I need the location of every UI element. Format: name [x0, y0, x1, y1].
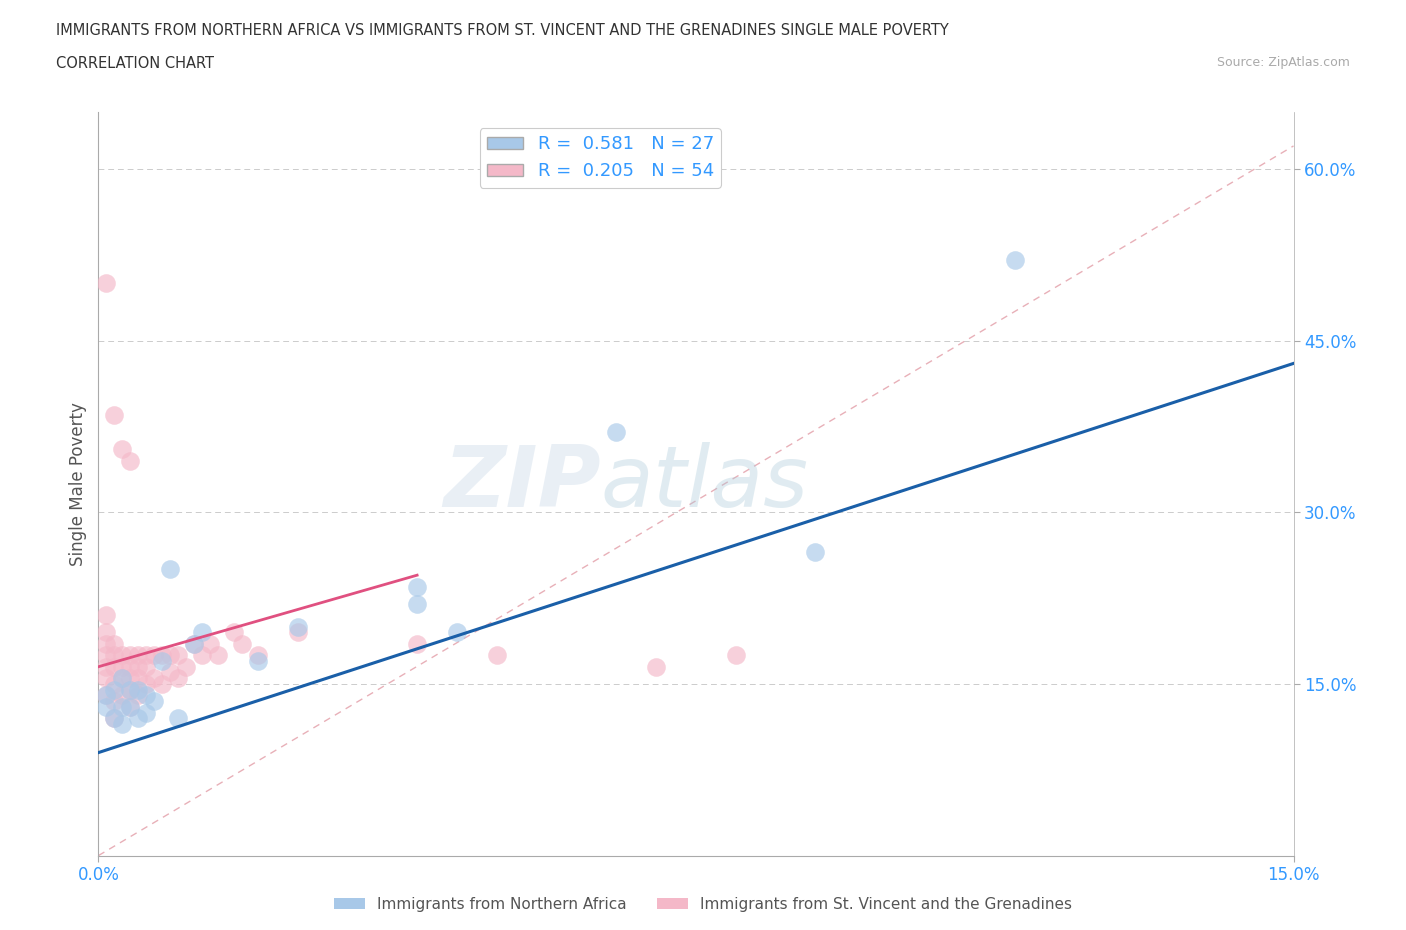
Point	[103, 636, 125, 651]
Point	[103, 407, 125, 422]
Text: atlas: atlas	[600, 442, 808, 525]
Point	[127, 683, 149, 698]
Point	[120, 453, 142, 468]
Text: Source: ZipAtlas.com: Source: ZipAtlas.com	[1216, 56, 1350, 69]
Point	[485, 648, 508, 663]
Point	[150, 648, 173, 663]
Point	[103, 676, 125, 691]
Point	[120, 659, 142, 674]
Point	[120, 683, 142, 698]
Point	[246, 654, 269, 669]
Point	[96, 276, 118, 291]
Point	[645, 659, 668, 674]
Point	[143, 671, 166, 685]
Point	[96, 648, 118, 663]
Point	[159, 648, 181, 663]
Point	[143, 648, 166, 663]
Point	[198, 636, 221, 651]
Point	[96, 625, 118, 640]
Point	[174, 659, 197, 674]
Point	[287, 625, 309, 640]
Point	[103, 683, 125, 698]
Point	[167, 711, 190, 725]
Point	[406, 596, 429, 611]
Legend: R =  0.581   N = 27, R =  0.205   N = 54: R = 0.581 N = 27, R = 0.205 N = 54	[479, 128, 721, 188]
Point	[135, 688, 157, 703]
Point	[406, 579, 429, 594]
Point	[1004, 253, 1026, 268]
Point	[120, 648, 142, 663]
Point	[150, 654, 173, 669]
Point	[127, 671, 149, 685]
Point	[120, 683, 142, 698]
Point	[96, 608, 118, 623]
Point	[183, 636, 205, 651]
Point	[135, 659, 157, 674]
Point	[111, 699, 134, 714]
Point	[127, 688, 149, 703]
Point	[135, 705, 157, 720]
Point	[191, 648, 214, 663]
Point	[127, 711, 149, 725]
Point	[111, 716, 134, 731]
Point	[120, 671, 142, 685]
Point	[135, 676, 157, 691]
Point	[159, 665, 181, 680]
Point	[111, 671, 134, 685]
Point	[150, 676, 173, 691]
Point	[167, 671, 190, 685]
Point	[111, 648, 134, 663]
Text: IMMIGRANTS FROM NORTHERN AFRICA VS IMMIGRANTS FROM ST. VINCENT AND THE GRENADINE: IMMIGRANTS FROM NORTHERN AFRICA VS IMMIG…	[56, 23, 949, 38]
Point	[111, 659, 134, 674]
Point	[103, 694, 125, 709]
Point	[724, 648, 747, 663]
Point	[103, 711, 125, 725]
Point	[96, 659, 118, 674]
Point	[96, 699, 118, 714]
Y-axis label: Single Male Poverty: Single Male Poverty	[69, 402, 87, 565]
Point	[246, 648, 269, 663]
Point	[103, 659, 125, 674]
Point	[96, 636, 118, 651]
Point	[96, 671, 118, 685]
Point	[804, 545, 827, 560]
Point	[103, 711, 125, 725]
Point	[207, 648, 229, 663]
Point	[120, 699, 142, 714]
Point	[287, 619, 309, 634]
Point	[103, 648, 125, 663]
Point	[96, 688, 118, 703]
Text: ZIP: ZIP	[443, 442, 600, 525]
Point	[111, 671, 134, 685]
Legend: Immigrants from Northern Africa, Immigrants from St. Vincent and the Grenadines: Immigrants from Northern Africa, Immigra…	[328, 891, 1078, 918]
Point	[127, 648, 149, 663]
Point	[143, 694, 166, 709]
Text: CORRELATION CHART: CORRELATION CHART	[56, 56, 214, 71]
Point	[605, 425, 627, 440]
Point	[135, 648, 157, 663]
Point	[127, 659, 149, 674]
Point	[231, 636, 253, 651]
Point	[406, 636, 429, 651]
Point	[111, 442, 134, 457]
Point	[111, 688, 134, 703]
Point	[120, 699, 142, 714]
Point	[191, 625, 214, 640]
Point	[222, 625, 245, 640]
Point	[167, 648, 190, 663]
Point	[159, 562, 181, 577]
Point	[96, 688, 118, 703]
Point	[446, 625, 468, 640]
Point	[183, 636, 205, 651]
